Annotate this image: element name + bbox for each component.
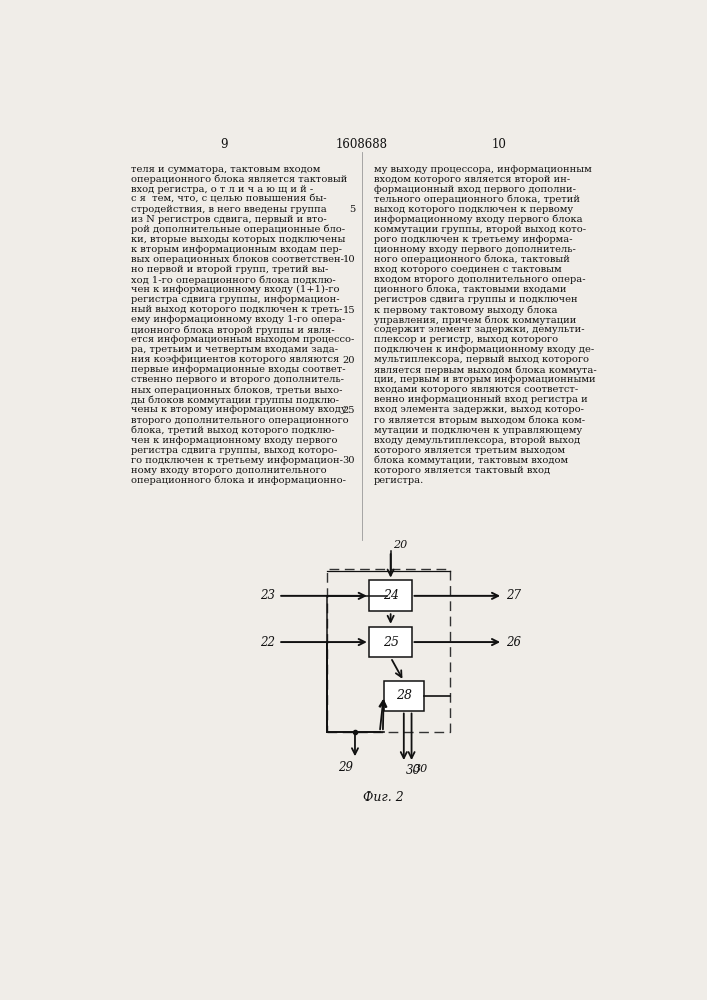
- Text: регистров сдвига группы и подключен: регистров сдвига группы и подключен: [373, 295, 577, 304]
- Text: му выходу процессора, информационным: му выходу процессора, информационным: [373, 165, 591, 174]
- Text: 28: 28: [396, 689, 411, 702]
- Text: вход регистра, о т л и ч а ю щ и й -: вход регистра, о т л и ч а ю щ и й -: [131, 185, 313, 194]
- Text: рого подключен к третьему информа-: рого подключен к третьему информа-: [373, 235, 572, 244]
- Text: содержит элемент задержки, демульти-: содержит элемент задержки, демульти-: [373, 325, 584, 334]
- Text: коммутации группы, второй выход кото-: коммутации группы, второй выход кото-: [373, 225, 585, 234]
- Text: теля и сумматора, тактовым входом: теля и сумматора, тактовым входом: [131, 165, 320, 174]
- Bar: [327, 569, 450, 732]
- Text: регистра сдвига группы, информацион-: регистра сдвига группы, информацион-: [131, 295, 339, 304]
- Text: 25: 25: [382, 636, 399, 649]
- Text: 1608688: 1608688: [336, 138, 388, 151]
- Text: формационный вход первого дополни-: формационный вход первого дополни-: [373, 185, 575, 194]
- Text: ему информационному входу 1-го опера-: ему информационному входу 1-го опера-: [131, 315, 345, 324]
- Text: блока, третий выход которого подклю-: блока, третий выход которого подклю-: [131, 426, 334, 435]
- Text: регистра.: регистра.: [373, 476, 423, 485]
- Text: ния коэффициентов которого являются: ния коэффициентов которого являются: [131, 355, 339, 364]
- Text: ных операционных блоков, третьи выхо-: ных операционных блоков, третьи выхо-: [131, 385, 342, 395]
- Text: входами которого являются соответст-: входами которого являются соответст-: [373, 385, 578, 394]
- Text: 25: 25: [342, 406, 355, 415]
- Text: го является вторым выходом блока ком-: го является вторым выходом блока ком-: [373, 416, 585, 425]
- Text: ции, первым и вторым информационными: ции, первым и вторым информационными: [373, 375, 595, 384]
- Text: вход элемента задержки, выход которо-: вход элемента задержки, выход которо-: [373, 405, 583, 414]
- Text: 20: 20: [393, 540, 407, 550]
- Text: но первой и второй групп, третий вы-: но первой и второй групп, третий вы-: [131, 265, 328, 274]
- Text: го подключен к третьему информацион-: го подключен к третьему информацион-: [131, 456, 343, 465]
- Text: входом которого является второй ин-: входом которого является второй ин-: [373, 175, 570, 184]
- Text: 5: 5: [349, 205, 355, 214]
- Text: 20: 20: [342, 356, 355, 365]
- Text: ционному входу первого дополнитель-: ционному входу первого дополнитель-: [373, 245, 575, 254]
- Text: чен к информационному входу первого: чен к информационному входу первого: [131, 436, 337, 445]
- Text: чен к информационному входу (1+1)-го: чен к информационному входу (1+1)-го: [131, 285, 339, 294]
- Text: выход которого подключен к первому: выход которого подключен к первому: [373, 205, 573, 214]
- Text: первые информационные входы соответ-: первые информационные входы соответ-: [131, 365, 346, 374]
- Bar: [369, 580, 412, 611]
- Text: плексор и регистр, выход которого: плексор и регистр, выход которого: [373, 335, 558, 344]
- Text: которого является тактовый вход: которого является тактовый вход: [373, 466, 550, 475]
- Text: ра, третьим и четвертым входами зада-: ра, третьим и четвертым входами зада-: [131, 345, 338, 354]
- Text: 29: 29: [338, 761, 353, 774]
- Text: 27: 27: [506, 589, 521, 602]
- Bar: [369, 627, 412, 657]
- Text: операционного блока является тактовый: операционного блока является тактовый: [131, 175, 347, 184]
- Text: ционного блока второй группы и явля-: ционного блока второй группы и явля-: [131, 325, 334, 335]
- Text: 22: 22: [260, 636, 275, 649]
- Text: к первому тактовому выходу блока: к первому тактовому выходу блока: [373, 305, 557, 315]
- Text: операционного блока и информационно-: операционного блока и информационно-: [131, 476, 346, 485]
- Text: мутации и подключен к управляющему: мутации и подключен к управляющему: [373, 426, 582, 435]
- Text: является первым выходом блока коммута-: является первым выходом блока коммута-: [373, 365, 596, 375]
- Text: ды блоков коммутации группы подклю-: ды блоков коммутации группы подклю-: [131, 395, 339, 405]
- Text: 15: 15: [342, 306, 355, 315]
- Text: чены к второму информационному входу: чены к второму информационному входу: [131, 405, 346, 414]
- Text: ному входу второго дополнительного: ному входу второго дополнительного: [131, 466, 327, 475]
- Text: ственно первого и второго дополнитель-: ственно первого и второго дополнитель-: [131, 375, 344, 384]
- Text: ки, вторые выходы которых подключены: ки, вторые выходы которых подключены: [131, 235, 346, 244]
- Text: 26: 26: [506, 636, 521, 649]
- Text: входу демультиплексора, второй выход: входу демультиплексора, второй выход: [373, 436, 580, 445]
- Text: 30: 30: [406, 764, 421, 777]
- Text: к вторым информационным входам пер-: к вторым информационным входам пер-: [131, 245, 342, 254]
- Text: 24: 24: [382, 589, 399, 602]
- Text: ется информационным выходом процессо-: ется информационным выходом процессо-: [131, 335, 354, 344]
- Text: ход 1-го операционного блока подклю-: ход 1-го операционного блока подклю-: [131, 275, 336, 285]
- Text: вых операционных блоков соответствен-: вых операционных блоков соответствен-: [131, 255, 344, 264]
- Text: которого является третьим выходом: которого является третьим выходом: [373, 446, 565, 455]
- Text: входом второго дополнительного опера-: входом второго дополнительного опера-: [373, 275, 585, 284]
- Text: ный выход которого подключен к треть-: ный выход которого подключен к треть-: [131, 305, 342, 314]
- Text: информационному входу первого блока: информационному входу первого блока: [373, 215, 582, 224]
- Bar: [384, 681, 424, 711]
- Text: венно информационный вход регистра и: венно информационный вход регистра и: [373, 395, 588, 404]
- Text: рой дополнительные операционные бло-: рой дополнительные операционные бло-: [131, 225, 345, 234]
- Text: 30: 30: [342, 456, 355, 465]
- Text: стродействия, в него введены группа: стродействия, в него введены группа: [131, 205, 327, 214]
- Text: с я  тем, что, с целью повышения бы-: с я тем, что, с целью повышения бы-: [131, 195, 327, 204]
- Text: 10: 10: [491, 138, 506, 151]
- Text: тельного операционного блока, третий: тельного операционного блока, третий: [373, 195, 580, 204]
- Text: ционного блока, тактовыми входами: ционного блока, тактовыми входами: [373, 285, 566, 294]
- Text: 9: 9: [221, 138, 228, 151]
- Text: 10: 10: [342, 255, 355, 264]
- Text: вход которого соединен с тактовым: вход которого соединен с тактовым: [373, 265, 561, 274]
- Text: 30: 30: [414, 764, 428, 774]
- Text: ного операционного блока, тактовый: ного операционного блока, тактовый: [373, 255, 569, 264]
- Text: из N регистров сдвига, первый и вто-: из N регистров сдвига, первый и вто-: [131, 215, 327, 224]
- Text: второго дополнительного операционного: второго дополнительного операционного: [131, 416, 349, 425]
- Text: мультиплексора, первый выход которого: мультиплексора, первый выход которого: [373, 355, 588, 364]
- Text: блока коммутации, тактовым входом: блока коммутации, тактовым входом: [373, 456, 568, 465]
- Text: Фиг. 2: Фиг. 2: [363, 791, 403, 804]
- Text: 23: 23: [260, 589, 275, 602]
- Text: регистра сдвига группы, выход которо-: регистра сдвига группы, выход которо-: [131, 446, 337, 455]
- Text: управления, причем блок коммутации: управления, причем блок коммутации: [373, 315, 576, 325]
- Text: подключен к информационному входу де-: подключен к информационному входу де-: [373, 345, 594, 354]
